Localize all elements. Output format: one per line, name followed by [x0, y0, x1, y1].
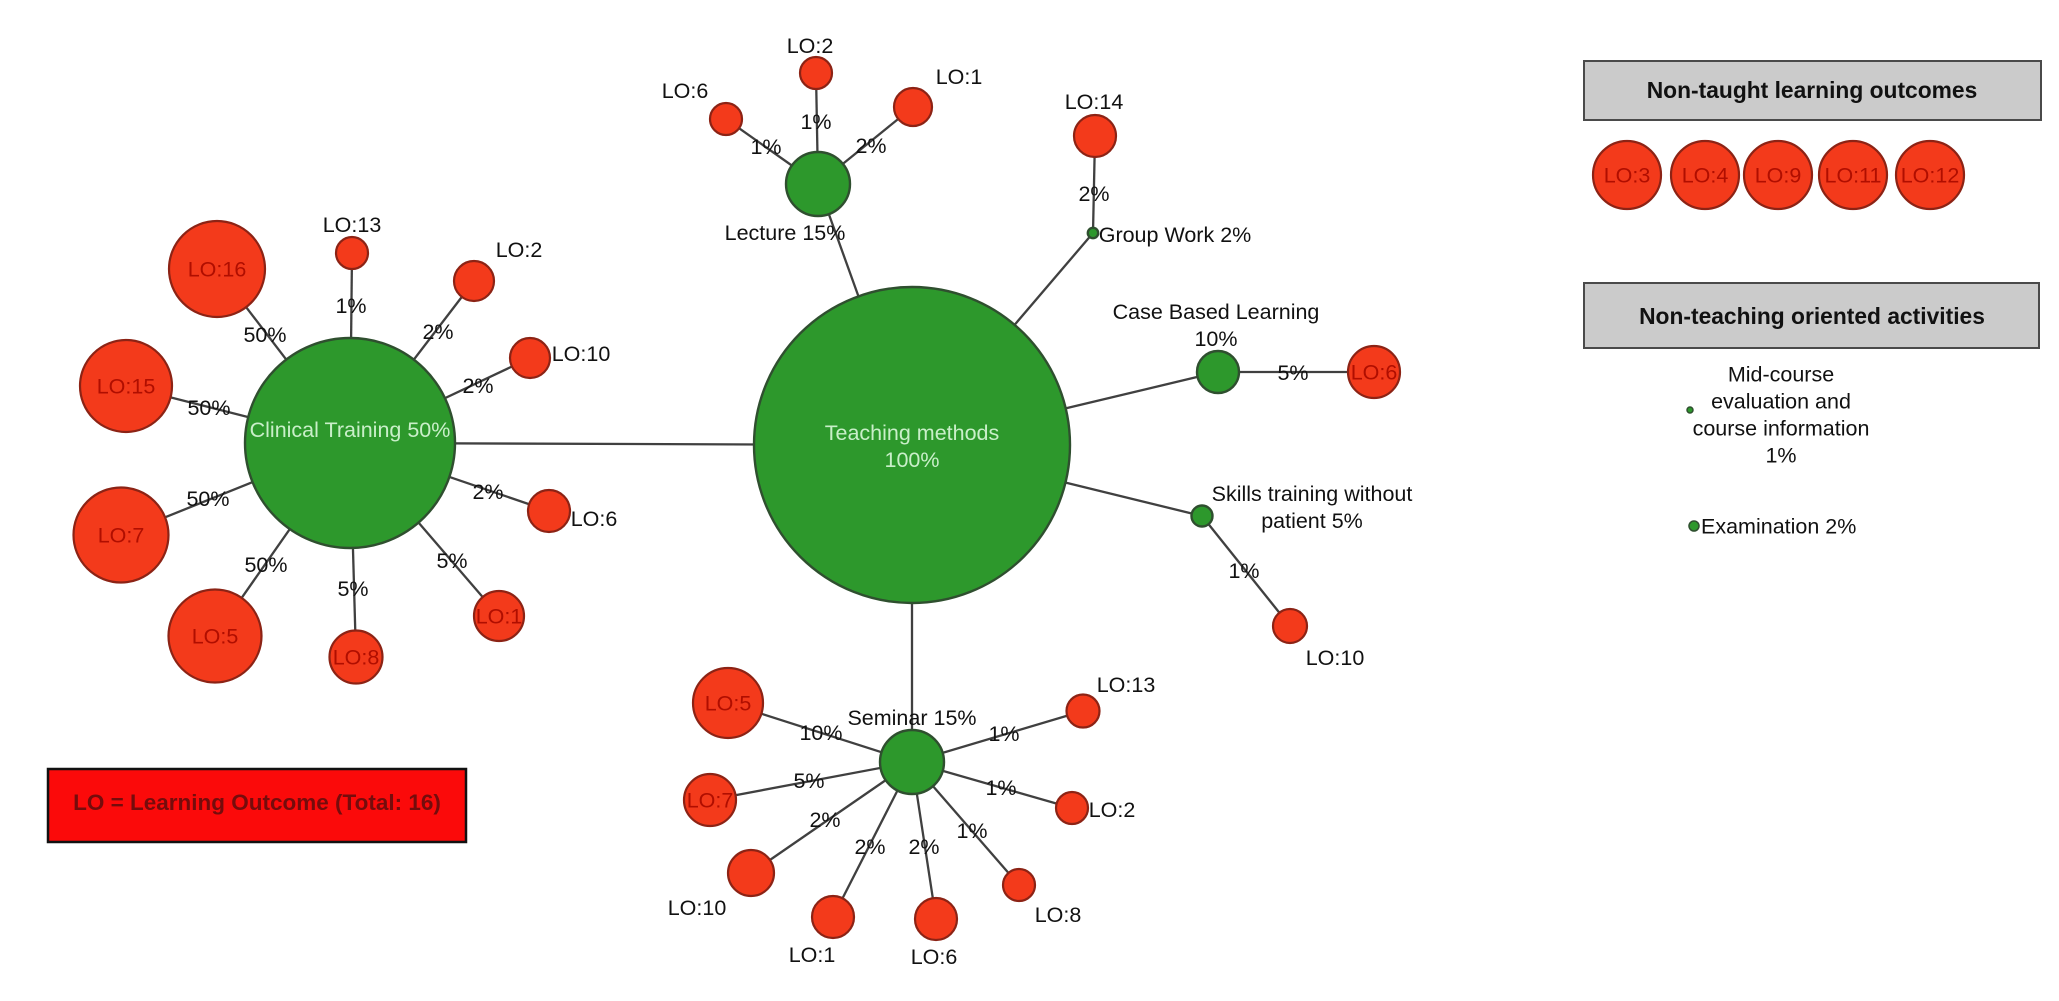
- svg-text:1%: 1%: [1765, 444, 1796, 468]
- svg-text:LO:3: LO:3: [1604, 164, 1651, 188]
- svg-text:LO:2: LO:2: [1089, 798, 1136, 822]
- svg-text:2%: 2%: [1078, 182, 1109, 206]
- svg-text:2%: 2%: [472, 480, 503, 504]
- svg-text:1%: 1%: [750, 135, 781, 159]
- svg-text:LO:10: LO:10: [552, 342, 611, 366]
- svg-text:Non-teaching oriented activiti: Non-teaching oriented activities: [1639, 303, 1985, 329]
- svg-text:LO:6: LO:6: [662, 79, 709, 103]
- svg-text:Clinical Training 50%: Clinical Training 50%: [250, 418, 451, 442]
- svg-text:Case Based Learning: Case Based Learning: [1113, 300, 1320, 324]
- svg-text:Lecture 15%: Lecture 15%: [725, 221, 846, 245]
- svg-text:LO:16: LO:16: [188, 258, 247, 282]
- svg-text:LO:8: LO:8: [333, 646, 380, 670]
- svg-text:5%: 5%: [337, 577, 368, 601]
- svg-text:10%: 10%: [799, 721, 842, 745]
- svg-text:5%: 5%: [436, 549, 467, 573]
- svg-text:LO = Learning Outcome (Total:: LO = Learning Outcome (Total: 16): [73, 790, 441, 815]
- svg-text:2%: 2%: [462, 374, 493, 398]
- svg-text:1%: 1%: [988, 722, 1019, 746]
- svg-text:Skills training without: Skills training without: [1212, 482, 1413, 506]
- svg-text:LO:2: LO:2: [496, 238, 543, 262]
- svg-text:50%: 50%: [244, 553, 287, 577]
- svg-text:LO:6: LO:6: [911, 945, 958, 969]
- svg-text:1%: 1%: [800, 110, 831, 134]
- svg-text:2%: 2%: [854, 835, 885, 859]
- svg-text:Mid-course: Mid-course: [1728, 363, 1834, 387]
- svg-text:LO:4: LO:4: [1682, 164, 1729, 188]
- svg-text:LO:9: LO:9: [1755, 164, 1802, 188]
- svg-text:Group Work 2%: Group Work 2%: [1099, 223, 1252, 247]
- svg-text:LO:8: LO:8: [1035, 903, 1082, 927]
- svg-text:5%: 5%: [1277, 361, 1308, 385]
- svg-text:LO:12: LO:12: [1901, 164, 1960, 188]
- svg-text:evaluation and: evaluation and: [1711, 390, 1851, 414]
- svg-text:2%: 2%: [422, 320, 453, 344]
- svg-text:LO:10: LO:10: [668, 896, 727, 920]
- svg-text:1%: 1%: [335, 294, 366, 318]
- svg-text:LO:7: LO:7: [687, 789, 734, 813]
- svg-text:Examination 2%: Examination 2%: [1701, 515, 1856, 539]
- svg-text:LO:6: LO:6: [571, 507, 618, 531]
- svg-text:LO:13: LO:13: [323, 213, 382, 237]
- svg-text:LO:11: LO:11: [1825, 164, 1882, 188]
- svg-text:1%: 1%: [985, 776, 1016, 800]
- svg-text:5%: 5%: [793, 769, 824, 793]
- svg-text:50%: 50%: [243, 323, 286, 347]
- svg-text:1%: 1%: [1228, 559, 1259, 583]
- svg-text:LO:7: LO:7: [98, 524, 145, 548]
- svg-text:100%: 100%: [885, 448, 940, 472]
- svg-text:LO:5: LO:5: [705, 692, 752, 716]
- svg-text:2%: 2%: [908, 835, 939, 859]
- svg-text:LO:6: LO:6: [1351, 361, 1398, 385]
- svg-text:LO:5: LO:5: [192, 625, 239, 649]
- svg-text:LO:14: LO:14: [1065, 90, 1124, 114]
- svg-text:2%: 2%: [809, 808, 840, 832]
- svg-text:LO:13: LO:13: [1097, 673, 1156, 697]
- svg-text:Non-taught learning outcomes: Non-taught learning outcomes: [1647, 77, 1978, 103]
- svg-text:LO:1: LO:1: [936, 65, 983, 89]
- svg-text:course information: course information: [1693, 417, 1870, 441]
- svg-text:patient 5%: patient 5%: [1261, 509, 1363, 533]
- svg-text:LO:1: LO:1: [476, 605, 523, 629]
- svg-text:LO:10: LO:10: [1306, 646, 1365, 670]
- svg-text:LO:2: LO:2: [787, 34, 834, 58]
- svg-text:10%: 10%: [1194, 327, 1237, 351]
- svg-text:1%: 1%: [956, 819, 987, 843]
- svg-text:LO:15: LO:15: [97, 375, 156, 399]
- svg-text:50%: 50%: [186, 487, 229, 511]
- svg-text:LO:1: LO:1: [789, 943, 836, 967]
- svg-text:50%: 50%: [187, 396, 230, 420]
- svg-text:2%: 2%: [855, 134, 886, 158]
- svg-text:Teaching methods: Teaching methods: [825, 421, 1000, 445]
- svg-text:Seminar 15%: Seminar 15%: [847, 706, 976, 730]
